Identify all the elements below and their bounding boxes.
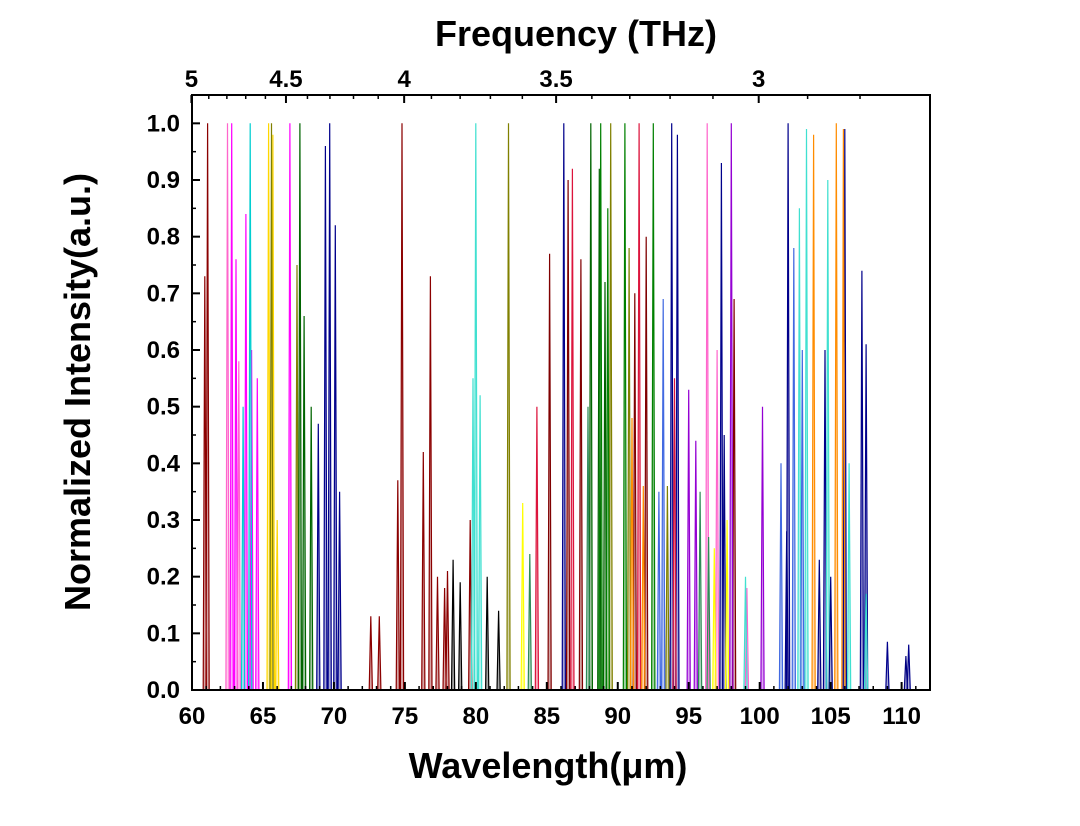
top-tick-label: 4: [397, 66, 411, 93]
x-tick-label: 105: [811, 703, 851, 730]
top-tick-label: 3: [752, 66, 765, 93]
bottom-x-axis: 60 65 70 75 80 85 90 95 100 105 110: [179, 682, 931, 730]
y-tick-label: 0.2: [147, 564, 180, 591]
x-axis-title: Wavelength(μm): [409, 745, 688, 786]
spectrum-series-2: [225, 123, 750, 691]
spectrum-series-3: [240, 123, 253, 691]
spectrum-series-8: [547, 179, 737, 691]
spectrum-series-5: [269, 123, 670, 691]
spectrum-series-10: [598, 123, 656, 691]
y-tick-label: 1.0: [147, 110, 180, 137]
spectrum-series-16: [527, 406, 711, 691]
top-frequency-axis: 5 4.5 4 3.5 3: [185, 66, 861, 103]
x-tick-label: 70: [321, 703, 348, 730]
spectra-line-layer: [202, 123, 911, 691]
spectrum-series-6: [297, 123, 608, 691]
x-tick-label: 85: [533, 703, 560, 730]
spectrum-fill-9: [471, 123, 868, 691]
left-y-axis: 0.0 0.1 0.2 0.3 0.4 0.5 0.6 0.7 0.8 0.9 1.0: [147, 110, 200, 704]
spectrum-fill-1: [230, 123, 292, 691]
y-tick-label: 0.0: [147, 677, 180, 704]
top-tick-label: 5: [185, 66, 198, 93]
top-axis-title: Frequency (THz): [435, 13, 717, 54]
x-tick-label: 100: [740, 703, 780, 730]
x-tick-label: 65: [250, 703, 277, 730]
y-tick-label: 0.4: [147, 450, 181, 477]
x-tick-label: 95: [675, 703, 702, 730]
spectrum-series-7: [316, 123, 911, 691]
top-tick-label: 4.5: [269, 66, 302, 93]
x-tick-label: 80: [462, 703, 489, 730]
x-tick-label: 110: [882, 703, 921, 730]
spectrum-series-1: [229, 123, 293, 691]
spectrum-series-14: [686, 123, 765, 691]
top-tick-label: 3.5: [539, 66, 572, 93]
spectra-fill-layer: [203, 123, 911, 691]
spectrum-series-17: [520, 502, 730, 691]
spectrum-fill-7: [316, 123, 911, 691]
spectrum-series-11: [534, 123, 677, 691]
y-tick-label: 0.5: [147, 394, 180, 421]
spectrum-series-13: [656, 247, 805, 691]
spectrum-series-0: [202, 123, 473, 691]
x-tick-label: 75: [392, 703, 419, 730]
y-tick-label: 0.8: [147, 224, 180, 251]
spectrum-series-9: [470, 123, 869, 691]
spectrum-series-15: [722, 434, 909, 691]
spectrum-fill-5: [269, 123, 669, 691]
spectrum-series-4: [266, 123, 280, 691]
y-tick-label: 0.7: [147, 280, 180, 307]
y-tick-label: 0.9: [147, 167, 180, 194]
y-axis-title: Normalized Intensity(a.u.): [57, 173, 98, 611]
y-tick-label: 0.3: [147, 507, 180, 534]
x-tick-label: 90: [604, 703, 631, 730]
spectrum-series-18: [450, 559, 501, 691]
x-tick-label: 60: [179, 703, 206, 730]
y-tick-label: 0.1: [147, 620, 180, 647]
spectrum-series-12: [629, 123, 846, 691]
spectrum-fill-16: [528, 406, 711, 690]
y-tick-label: 0.6: [147, 337, 180, 364]
